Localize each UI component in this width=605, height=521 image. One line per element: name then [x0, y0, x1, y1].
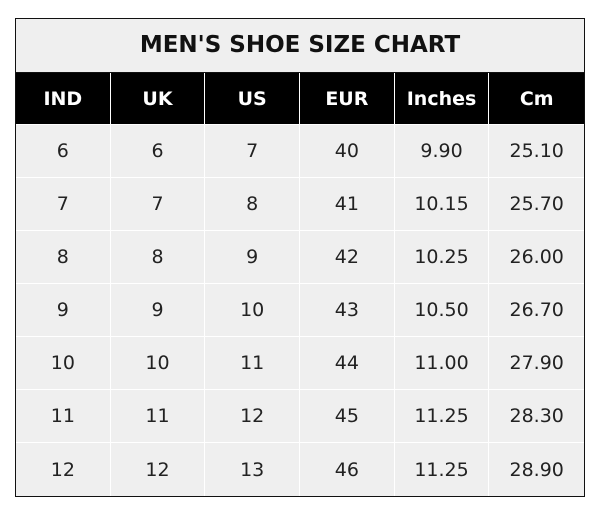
table-cell: 27.90 — [489, 337, 585, 390]
table-row: 8 8 9 42 10.25 26.00 — [16, 231, 585, 284]
table-cell: 10.15 — [394, 178, 490, 231]
table-cell: 10.50 — [394, 284, 490, 337]
table-cell: 9 — [16, 284, 111, 337]
table-cell: 8 — [205, 178, 301, 231]
table-body: 6 6 7 40 9.90 25.10 7 7 8 41 10.15 25.70 8 8 9 42 10.25 2… — [16, 125, 585, 496]
table-cell: 10 — [110, 337, 206, 390]
table-cell: 10 — [205, 284, 301, 337]
table-row: 9 9 10 43 10.50 26.70 — [16, 284, 585, 337]
table-cell: 46 — [300, 443, 395, 496]
column-header-inches: Inches — [394, 73, 490, 125]
table-cell: 11.25 — [395, 443, 490, 496]
column-header-cm: Cm — [489, 73, 585, 125]
table-cell: 45 — [300, 390, 395, 443]
table-cell: 7 — [205, 125, 301, 178]
table-row: 11 11 12 45 11.25 28.30 — [16, 390, 585, 443]
table-cell: 9.90 — [394, 125, 490, 178]
table-cell: 6 — [110, 125, 206, 178]
table-cell: 26.70 — [489, 284, 585, 337]
table-cell: 11.25 — [394, 390, 490, 443]
table-cell: 11 — [110, 390, 206, 443]
table-cell: 41 — [300, 178, 395, 231]
column-header-ind: IND — [16, 73, 111, 125]
table-cell: 25.70 — [489, 178, 585, 231]
table-cell: 26.00 — [489, 231, 585, 284]
column-header-eur: EUR — [300, 73, 395, 125]
table-cell: 11 — [16, 390, 111, 443]
table-cell: 28.90 — [509, 458, 564, 481]
column-header-uk: UK — [110, 73, 206, 125]
table-cell: 9 — [110, 284, 206, 337]
table-cell: 13 — [205, 443, 301, 496]
table-cell: 10.25 — [394, 231, 490, 284]
table-cell: 11 — [205, 337, 301, 390]
table-cell: 7 — [16, 178, 111, 231]
table-cell: 12 — [111, 443, 206, 496]
table-cell: 12 — [16, 443, 111, 496]
chart-title: MEN'S SHOE SIZE CHART — [16, 19, 584, 73]
table-cell: 8 — [16, 231, 111, 284]
header-row: IND UK US EUR Inches Cm — [16, 73, 585, 125]
size-chart-table: MEN'S SHOE SIZE CHART IND UK US EUR Inches Cm… — [15, 18, 585, 497]
table-row: 12 12 13 46 11.25 28.90 — [16, 443, 584, 496]
table-cell: 28.30 — [489, 390, 585, 443]
table-cell: 42 — [300, 231, 395, 284]
table-cell: 6 — [16, 125, 111, 178]
table-row: 6 6 7 40 9.90 25.10 — [16, 125, 585, 178]
table-cell: 25.10 — [489, 125, 585, 178]
table-cell: 40 — [300, 125, 395, 178]
table-row: 10 10 11 44 11.00 27.90 — [16, 337, 585, 390]
table-cell: 11.00 — [394, 337, 490, 390]
table-cell: 7 — [110, 178, 206, 231]
table-cell: 44 — [300, 337, 395, 390]
table-cell: 9 — [205, 231, 301, 284]
table-cell: 8 — [110, 231, 206, 284]
column-header-us: US — [205, 73, 301, 125]
table-cell: 10 — [16, 337, 111, 390]
table-cell: 12 — [205, 390, 301, 443]
table-cell: 43 — [300, 284, 395, 337]
table-row: 7 7 8 41 10.15 25.70 — [16, 178, 585, 231]
